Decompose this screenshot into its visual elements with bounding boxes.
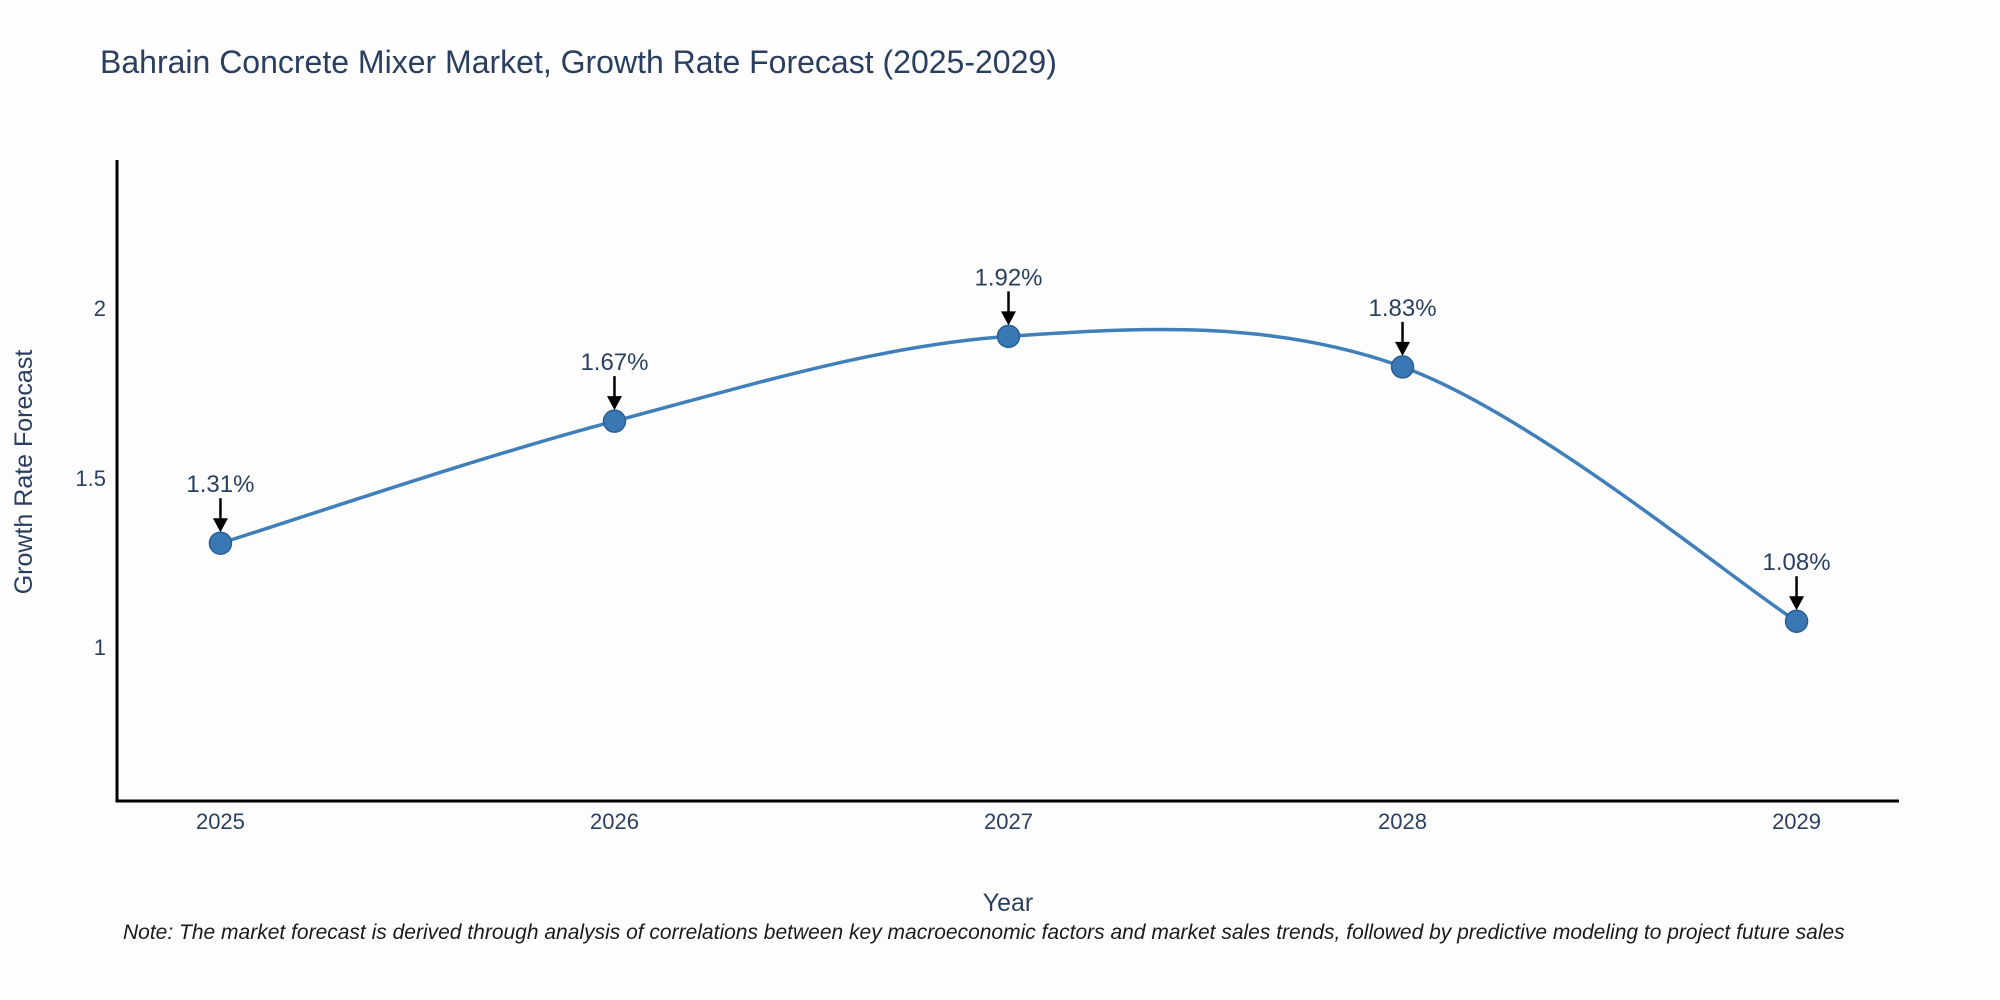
- point-label-2029: 1.08%: [1763, 549, 1831, 576]
- y-tick-2: 2: [93, 296, 106, 322]
- annotation-arrowhead: [1001, 311, 1016, 326]
- x-tick-2028: 2028: [1378, 809, 1427, 834]
- point-label-2025: 1.31%: [186, 471, 254, 498]
- data-point-2026: [602, 409, 627, 433]
- data-point-2027: [996, 324, 1021, 349]
- point-label-2026: 1.67%: [580, 349, 648, 376]
- x-tick-2027: 2027: [984, 809, 1033, 834]
- x-tick-2026: 2026: [589, 809, 639, 834]
- series-line: [219, 327, 1798, 623]
- annotation-arrowhead: [1395, 341, 1411, 356]
- annotations: 1.31% 1.67% 1.92% 1.83% 1.08%: [186, 264, 1831, 611]
- axes: [115, 160, 1899, 803]
- point-label-2028: 1.83%: [1368, 295, 1436, 322]
- point-label-2027: 1.92%: [974, 264, 1042, 291]
- data-points: [208, 324, 1809, 633]
- annotation-arrowhead: [1789, 596, 1805, 611]
- x-tick-2029: 2029: [1772, 809, 1822, 834]
- chart-title: Bahrain Concrete Mixer Market, Growth Ra…: [100, 44, 1057, 80]
- forecast-line: [219, 327, 1798, 623]
- data-point-2029: [1784, 609, 1809, 633]
- annotation-arrowhead: [606, 396, 622, 411]
- y-tick-1: 1: [93, 635, 106, 661]
- annotation-arrowhead: [212, 518, 228, 533]
- footnote: Note: The market forecast is derived thr…: [123, 921, 1845, 944]
- x-tick-2025: 2025: [195, 809, 245, 834]
- data-point-2025: [208, 531, 233, 555]
- x-axis-title: Year: [982, 889, 1034, 917]
- y-tick-1.5: 1.5: [75, 465, 106, 491]
- data-point-2028: [1390, 355, 1415, 379]
